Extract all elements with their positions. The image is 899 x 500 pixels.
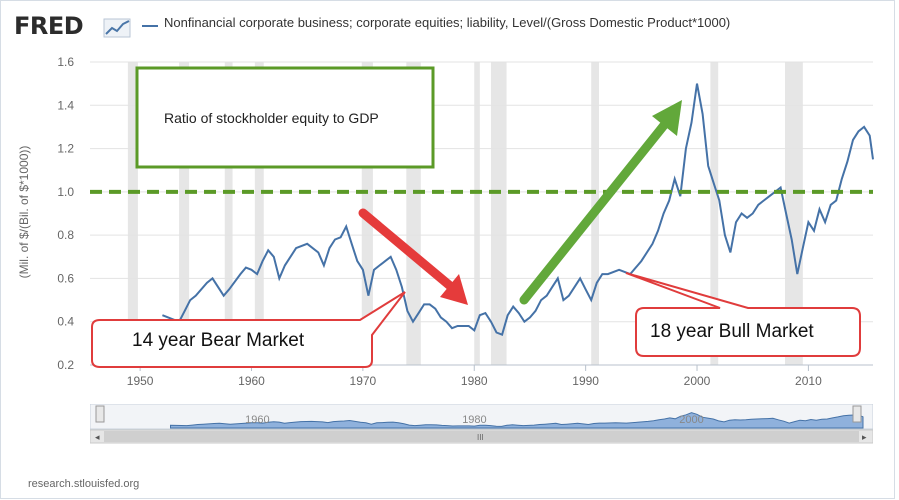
annotation-textbox-text: Ratio of stockholder equity to GDP xyxy=(164,110,379,126)
recession-band xyxy=(224,62,233,365)
recession-band xyxy=(710,62,719,365)
fred-logo[interactable]: FRED xyxy=(14,12,84,40)
navigator-year-label: 2000 xyxy=(679,414,703,426)
chevron-right-icon[interactable]: ▸ xyxy=(862,432,867,442)
x-tick-label: 2000 xyxy=(684,374,711,388)
y-tick-label: 1.2 xyxy=(57,142,74,156)
navigator-area xyxy=(170,412,864,429)
bull-market-arrow xyxy=(519,100,682,305)
scrollbar-thumb[interactable] xyxy=(104,431,859,442)
x-tick-label: 1970 xyxy=(350,374,377,388)
annotation-textbox xyxy=(135,66,435,169)
chevron-left-icon[interactable]: ◂ xyxy=(95,432,100,442)
navigator-year-labels: 1960 1980 2000 xyxy=(245,414,704,426)
y-tick-label: 1.4 xyxy=(57,98,74,112)
navigator-year-label: 1980 xyxy=(462,414,486,426)
recession-band xyxy=(785,62,803,365)
bear-market-callout: 14 year Bear Market xyxy=(91,291,406,368)
recession-band xyxy=(254,62,264,365)
recession-band xyxy=(474,62,480,365)
y-tick-label: 0.2 xyxy=(57,358,74,372)
bull-callout-text: 18 year Bull Market xyxy=(650,321,814,342)
navigator-left-handle[interactable] xyxy=(95,405,105,423)
x-tick-label: 1980 xyxy=(461,374,488,388)
y-tick-labels: 0.2 0.4 0.6 0.8 1.0 1.2 1.4 1.6 xyxy=(57,55,74,372)
x-tick-label: 1960 xyxy=(238,374,265,388)
recession-band xyxy=(179,62,190,365)
y-tick-label: 0.6 xyxy=(57,271,74,285)
navigator-right-handle[interactable] xyxy=(852,405,862,423)
y-tick-label: 0.8 xyxy=(57,228,74,242)
recession-band xyxy=(127,62,138,365)
series-line xyxy=(162,83,874,337)
y-tick-label: 1.6 xyxy=(57,55,74,69)
x-tick-label: 1990 xyxy=(572,374,599,388)
x-tick-labels: 1950 1960 1970 1980 1990 2000 2010 xyxy=(127,365,822,388)
y-tick-label: 0.4 xyxy=(57,315,74,329)
x-tick-label: 1950 xyxy=(127,374,154,388)
legend-series-swatch xyxy=(142,25,158,27)
recession-band xyxy=(490,62,507,365)
source-credit[interactable]: research.stlouisfed.org xyxy=(28,478,140,490)
bear-callout-text: 14 year Bear Market xyxy=(132,330,305,351)
range-navigator[interactable]: 1960 1980 2000 ◂ ▸ III xyxy=(89,403,874,444)
grip-icon[interactable]: III xyxy=(477,433,484,442)
y-tick-label: 1.0 xyxy=(57,185,74,199)
navigator-year-label: 1960 xyxy=(245,414,269,426)
legend-series-label[interactable]: Nonfinancial corporate business; corpora… xyxy=(164,15,731,30)
x-tick-label: 2010 xyxy=(795,374,822,388)
trend-graph-icon xyxy=(103,18,131,38)
bear-market-arrow xyxy=(358,208,468,305)
bull-market-callout: 18 year Bull Market xyxy=(625,272,861,357)
